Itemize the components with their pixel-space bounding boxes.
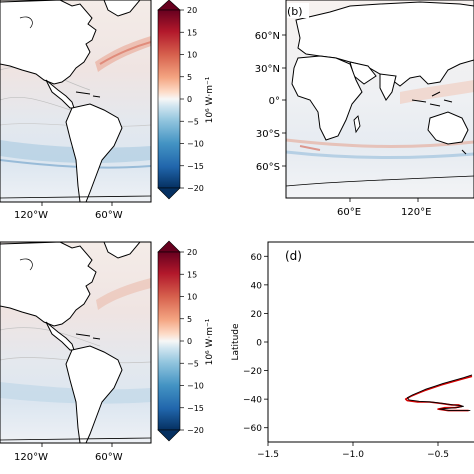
colorbar-c-label: 10⁶ W·m⁻¹ xyxy=(205,318,215,365)
colorbar-a-label: 10⁶ W·m⁻¹ xyxy=(205,76,215,123)
panel-d-xticks: −1.5 −1.0 −0.5 xyxy=(257,442,449,460)
colorbar-a-tick-label: −5 xyxy=(187,117,199,126)
colorbar-c-tick-label: −5 xyxy=(187,359,199,368)
panel-a-frame xyxy=(0,0,152,203)
colorbar-a-tick-label: 0 xyxy=(187,95,192,104)
panel-c-xticks: 120°W 60°W xyxy=(14,443,123,463)
panel-c-xtick-1: 120°W xyxy=(14,452,48,463)
panel-a-xticks: 120°W 60°W xyxy=(14,202,123,221)
panel-d-label: (d) xyxy=(285,249,302,263)
colorbar-c-bar xyxy=(157,251,181,431)
panel-b-yticks: 60°N 30°N 0° 30°S 60°S xyxy=(255,31,286,173)
panel-d-series-2-line xyxy=(406,374,473,412)
panel-b-label: (b) xyxy=(287,5,303,18)
colorbar-a-tick-label: −10 xyxy=(187,140,204,149)
colorbar-c-ticks: 20 15 10 5 0 −5 −10 −15 −20 xyxy=(180,248,204,435)
panel-d-ytick-label: −20 xyxy=(243,367,262,377)
panel-c-xtick-2: 60°W xyxy=(95,452,123,463)
panel-a-xtick-2: 60°W xyxy=(95,210,123,221)
panel-d-axes xyxy=(267,241,474,442)
colorbar-a-ticks: 20 15 10 5 0 −5 −10 −15 −20 xyxy=(180,6,204,193)
colorbar-a-tick-label: 15 xyxy=(187,28,197,37)
panel-c-frame xyxy=(0,241,152,444)
colorbar-c-tick-label: −10 xyxy=(187,382,204,391)
panel-d-yticks: 60 40 20 0 −20 −40 −60 xyxy=(243,253,268,434)
panel-b-xtick-2: 120°E xyxy=(401,207,431,218)
panel-d-ytick-label: 0 xyxy=(256,339,262,349)
panel-d-ytick-label: 20 xyxy=(251,310,263,320)
colorbar-c-tick-label: 5 xyxy=(187,315,192,324)
colorbar-c-tick-label: −15 xyxy=(187,404,204,413)
panel-a: 120°W 60°W xyxy=(0,0,152,221)
colorbar-a-tick-label: −20 xyxy=(187,184,204,193)
colorbar-a-tick-label: 5 xyxy=(187,73,192,82)
panel-d-xtick-label: −1.0 xyxy=(342,450,364,460)
panel-b-ytick-1: 60°N xyxy=(255,31,280,42)
panel-d-ylabel: Latitude xyxy=(231,323,241,361)
colorbar-c-tick-label: 15 xyxy=(187,270,197,279)
panel-b-xtick-1: 60°E xyxy=(337,207,361,218)
panel-c: 120°W 60°W xyxy=(0,241,152,463)
panel-d-ytick-label: −60 xyxy=(243,424,262,434)
panel-d-ytick-label: 60 xyxy=(251,253,263,263)
colorbar-c-tick-label: 20 xyxy=(187,248,197,257)
panel-d-xtick-label: −0.5 xyxy=(427,450,449,460)
panel-b-ytick-4: 30°S xyxy=(256,129,280,140)
panel-b-ytick-2: 30°N xyxy=(255,64,280,75)
colorbar-a-tick-label: 10 xyxy=(187,51,197,60)
colorbar-a-bar xyxy=(157,9,181,189)
panel-d-xtick-label: −1.5 xyxy=(257,450,279,460)
colorbar-c-tick-label: −20 xyxy=(187,426,204,435)
panel-a-xtick-1: 120°W xyxy=(14,210,48,221)
panel-b-frame xyxy=(285,0,474,199)
panel-d: (d) 60 40 20 0 −20 −40 −60 −1.5 −1.0 −0.5 Latitu… xyxy=(231,241,474,460)
panel-b: (b) 60°N 30°N 0° 30°S 60°S 60°E 120°E xyxy=(255,0,474,218)
colorbar-a-tick-label: 20 xyxy=(187,6,197,15)
colorbar-a: 20 15 10 5 0 −5 −10 −15 −20 10⁶ W·m⁻¹ xyxy=(157,0,215,200)
colorbar-c-tick-label: 0 xyxy=(187,337,192,346)
panel-d-ytick-label: −40 xyxy=(243,396,262,406)
panel-d-lines xyxy=(404,374,473,412)
panel-b-ytick-5: 60°S xyxy=(256,162,280,173)
colorbar-a-tick-label: −15 xyxy=(187,162,204,171)
panel-b-ytick-3: 0° xyxy=(269,96,280,107)
colorbar-c: 20 15 10 5 0 −5 −10 −15 −20 10⁶ W·m⁻¹ xyxy=(157,240,215,442)
panel-b-xticks: 60°E 120°E xyxy=(337,198,431,218)
panel-d-ytick-label: 40 xyxy=(251,281,263,291)
colorbar-c-tick-label: 10 xyxy=(187,293,197,302)
